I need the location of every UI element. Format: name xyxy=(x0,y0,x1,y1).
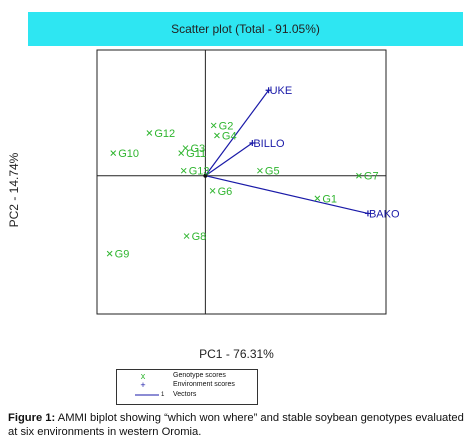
origin-point xyxy=(203,173,208,178)
genotype-point-g5 xyxy=(257,167,263,174)
genotype-point-g2 xyxy=(210,122,217,129)
vector-line-bako xyxy=(205,175,369,215)
legend-row-vectors: 1 Vectors xyxy=(117,390,257,400)
figure-caption: Figure 1: AMMI biplot showing “which won… xyxy=(8,411,468,439)
vector-line-uke xyxy=(204,89,270,177)
genotype-label-g8: G8 xyxy=(192,231,207,243)
genotype-point-g4 xyxy=(214,132,220,139)
genotype-point-g11 xyxy=(178,150,185,156)
chart-title: Scatter plot (Total - 91.05%) xyxy=(171,22,320,36)
genotype-label-g2: G2 xyxy=(219,120,234,132)
y-axis-label-wrap: PC2 - 14.74% xyxy=(4,145,24,235)
origin-lines xyxy=(97,50,386,314)
genotype-point-g7 xyxy=(356,172,362,179)
genotype-point-g8 xyxy=(183,233,190,239)
genotype-point-g13 xyxy=(180,167,187,174)
legend: x Genotype scores + Environment scores 1… xyxy=(116,369,258,405)
x-axis-label: PC1 - 76.31% xyxy=(199,347,274,361)
genotype-point-g9 xyxy=(106,250,113,257)
vector-line-billo xyxy=(205,142,253,177)
chart-title-bar: Scatter plot (Total - 91.05%) xyxy=(28,12,463,46)
genotype-label-g7: G7 xyxy=(364,171,379,183)
genotype-layer: G1 G2 G3 G4 G5 G6 G7 G8 G9 G10 G11 G12 G13 xyxy=(106,120,379,261)
legend-vector-number: 1 xyxy=(161,392,165,398)
legend-row-genotype: x Genotype scores xyxy=(117,371,257,381)
genotype-label-g10: G10 xyxy=(118,148,139,160)
genotype-point-g1 xyxy=(314,195,321,202)
vector-layer xyxy=(203,89,369,215)
genotype-label-g4: G4 xyxy=(222,130,237,142)
genotype-label-g11: G11 xyxy=(186,148,206,160)
genotype-label-g1: G1 xyxy=(322,193,337,205)
genotype-label-g5: G5 xyxy=(265,166,280,178)
genotype-label-g6: G6 xyxy=(218,186,233,198)
legend-genotype-label: Genotype scores xyxy=(173,372,226,379)
environment-layer: UKE BILLO BAKO xyxy=(249,85,400,220)
genotype-label-g12: G12 xyxy=(154,128,175,140)
legend-row-environment: + Environment scores xyxy=(117,380,257,390)
environment-point-bako xyxy=(364,210,371,217)
caption-prefix: Figure 1: xyxy=(8,412,56,424)
environment-point-billo xyxy=(249,140,256,147)
environment-label-uke: UKE xyxy=(270,85,293,97)
caption-text: AMMI biplot showing “which won where” an… xyxy=(8,412,464,438)
genotype-label-g13: G13 xyxy=(189,166,210,178)
genotype-point-g3 xyxy=(182,145,189,151)
legend-environment-label: Environment scores xyxy=(173,381,235,388)
environment-point-uke xyxy=(265,87,272,94)
y-axis-label: PC2 - 14.74% xyxy=(7,152,21,228)
genotype-point-g10 xyxy=(110,150,117,156)
environment-label-billo: BILLO xyxy=(253,138,285,150)
genotype-point-g12 xyxy=(146,130,153,136)
environment-label-bako: BAKO xyxy=(369,208,400,220)
genotype-label-g3: G3 xyxy=(191,143,206,155)
genotype-point-g6 xyxy=(209,187,216,194)
genotype-label-g9: G9 xyxy=(115,249,130,261)
legend-vector-line xyxy=(135,394,159,396)
legend-environment-symbol: + xyxy=(140,380,146,390)
plot-frame xyxy=(96,49,387,315)
legend-genotype-symbol: x xyxy=(140,371,146,381)
legend-vectors-label: Vectors xyxy=(173,391,197,398)
